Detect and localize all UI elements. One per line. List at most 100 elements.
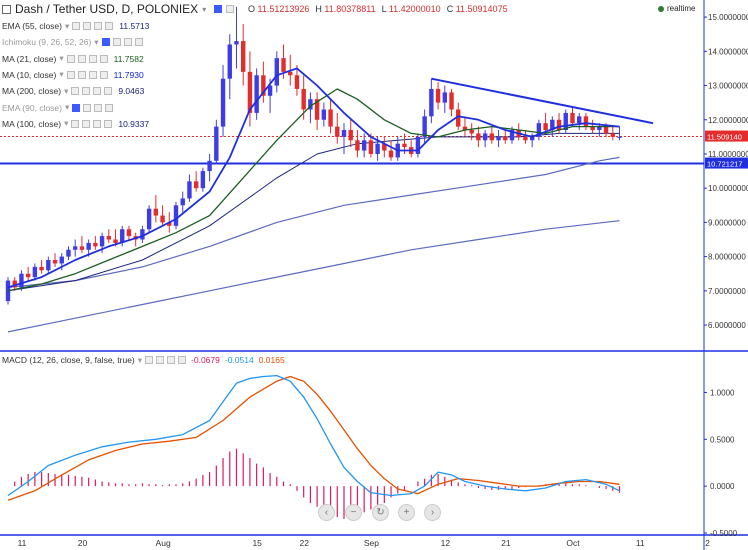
indicator-row[interactable]: EMA (55, close) ▾ 11.5713 [2, 19, 149, 33]
indicator-row[interactable]: MA (200, close) ▾ 9.0463 [2, 84, 144, 98]
candle-body [590, 126, 595, 131]
reset-button[interactable]: ↻ [372, 504, 389, 521]
indicator-name: Ichimoku (9, 26, 52, 26) [2, 37, 92, 48]
scroll-right-button[interactable]: › [424, 504, 441, 521]
candle-body [39, 266, 44, 271]
eye-icon[interactable] [72, 103, 81, 112]
price-tick-label: 8.0000000 [708, 253, 746, 262]
settings-icon[interactable] [112, 38, 121, 47]
candle-body [274, 58, 279, 86]
indicator-row[interactable]: MA (21, close) ▾ 11.7582 [2, 52, 144, 66]
eye-icon[interactable] [101, 38, 110, 47]
macd-value: 0.0165 [258, 355, 285, 365]
x-tick-label: 2 [705, 538, 710, 548]
realtime-dot-icon [658, 5, 664, 12]
more-icon[interactable] [105, 22, 114, 30]
more-icon[interactable] [104, 87, 113, 96]
candle-body [193, 181, 199, 189]
candle-body [120, 229, 125, 243]
delete-icon[interactable] [93, 87, 102, 96]
delete-icon[interactable] [94, 22, 103, 30]
candle-body [462, 126, 468, 131]
indicator-row[interactable]: EMA (90, close) ▾ [2, 101, 114, 115]
price-tick-label: 13.0000000 [708, 82, 748, 91]
ma200-line [7, 220, 620, 333]
candle-body [59, 256, 64, 264]
candle-body [126, 229, 132, 237]
delete-icon[interactable] [94, 103, 103, 112]
eye-icon[interactable] [145, 356, 154, 364]
candle-body [335, 126, 340, 137]
scroll-left-button[interactable]: ‹ [318, 504, 335, 521]
candle-body [146, 208, 152, 230]
more-icon[interactable] [134, 38, 143, 47]
macd-tick-label: 0.5000 [710, 435, 735, 444]
candle-body [308, 99, 313, 110]
candle-body [261, 75, 266, 96]
candle-body [106, 236, 111, 240]
candle-body [79, 246, 85, 250]
eye-icon[interactable] [66, 70, 75, 79]
eye-icon[interactable] [214, 5, 223, 13]
settings-icon[interactable] [226, 5, 235, 13]
indicator-row[interactable]: MA (100, close) ▾ 10.9337 [2, 117, 149, 131]
candle-body [247, 71, 253, 113]
indicator-dropdown-icon[interactable]: ▾ [94, 36, 99, 47]
candle-body [314, 99, 320, 120]
eye-icon[interactable] [71, 119, 80, 128]
indicator-row[interactable]: MA (10, close) ▾ 11.7930 [2, 68, 144, 82]
candle-body [187, 181, 192, 199]
indicator-dropdown-icon[interactable]: ▾ [65, 102, 70, 112]
candle-body [476, 133, 481, 141]
price-tick-label: 9.0000000 [708, 218, 746, 227]
settings-icon[interactable] [83, 22, 92, 30]
indicator-dropdown-icon[interactable]: ▾ [59, 53, 64, 64]
delete-icon[interactable] [88, 54, 97, 63]
more-icon[interactable] [104, 119, 113, 128]
candle-body [267, 85, 273, 96]
price-tick-label: 6.0000000 [708, 321, 746, 330]
delete-icon[interactable] [88, 70, 97, 79]
candle-body [328, 109, 333, 127]
zoom-in-button[interactable]: + [398, 504, 415, 521]
candle-body [281, 58, 286, 72]
more-icon[interactable] [178, 356, 187, 364]
x-tick-label: 20 [78, 538, 88, 548]
macd-legend: MACD (12, 26, close, 9, false, true) ▾ -0.… [2, 353, 285, 367]
delete-icon[interactable] [123, 38, 132, 47]
settings-icon[interactable] [82, 119, 91, 128]
candle-body [429, 88, 434, 117]
dropdown-icon[interactable]: ▾ [202, 4, 207, 14]
ohlc-key: H [315, 4, 325, 14]
more-icon[interactable] [99, 54, 108, 63]
indicator-value: 11.5713 [119, 21, 150, 31]
settings-icon[interactable] [77, 54, 86, 63]
more-icon[interactable] [105, 103, 114, 112]
settings-icon[interactable] [82, 87, 91, 96]
macd-tick-label: 0.0000 [710, 482, 735, 491]
macd-dropdown-icon[interactable]: ▾ [137, 354, 143, 365]
eye-icon[interactable] [72, 22, 81, 30]
candle-body [469, 130, 474, 134]
delete-icon[interactable] [93, 119, 102, 128]
indicator-dropdown-icon[interactable]: ▾ [64, 118, 69, 129]
eye-icon[interactable] [71, 87, 80, 96]
price-tick-label: 12.0000000 [708, 116, 748, 125]
indicator-dropdown-icon[interactable]: ▾ [59, 69, 64, 80]
eye-icon[interactable] [66, 54, 75, 63]
zoom-out-button[interactable]: − [345, 504, 362, 521]
delete-icon[interactable] [167, 356, 176, 364]
candle-body [617, 136, 622, 138]
candle-body [556, 119, 562, 131]
settings-icon[interactable] [77, 70, 86, 79]
settings-icon[interactable] [156, 356, 165, 364]
indicator-dropdown-icon[interactable]: ▾ [64, 85, 69, 96]
settings-icon[interactable] [83, 103, 92, 112]
collapse-icon[interactable] [2, 4, 11, 14]
candle-body [93, 242, 98, 247]
indicator-dropdown-icon[interactable]: ▾ [65, 20, 70, 31]
indicator-row[interactable]: Ichimoku (9, 26, 52, 26) ▾ [2, 35, 143, 49]
more-icon[interactable] [99, 70, 108, 79]
candle-body [449, 92, 454, 110]
